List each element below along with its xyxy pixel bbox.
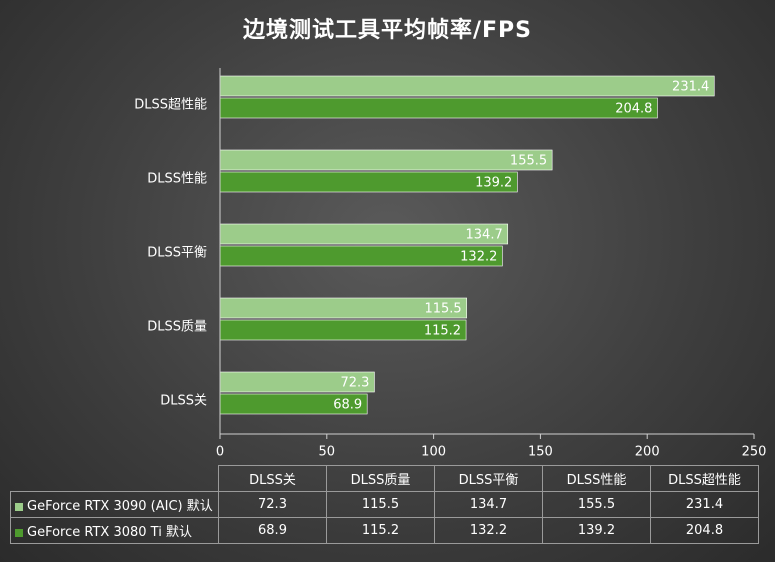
category-label: DLSS关 [160, 394, 207, 409]
table-header-cell: DLSS平衡 [434, 465, 543, 492]
data-label: 115.5 [424, 302, 461, 317]
x-tick-label: 100 [421, 445, 446, 460]
data-label: 115.2 [424, 324, 461, 339]
data-label: 204.8 [615, 102, 652, 117]
table-row: GeForce RTX 3090 (AIC) 默认 72.3 115.5 134… [10, 491, 759, 518]
data-label: 72.3 [340, 376, 369, 391]
data-label: 132.2 [460, 250, 497, 265]
category-label: DLSS平衡 [147, 246, 207, 261]
bar-series1 [219, 97, 658, 119]
table-cell: 72.3 [218, 491, 327, 518]
x-tick-label: 200 [635, 445, 660, 460]
bar-series0 [219, 75, 715, 97]
category-label: DLSS超性能 [134, 98, 207, 113]
category-label: DLSS质量 [147, 320, 207, 335]
bar-series1 [219, 171, 518, 193]
x-tick-label: 0 [216, 445, 224, 460]
legend-label: GeForce RTX 3080 Ti 默认 [27, 525, 192, 540]
bar-series0 [219, 149, 553, 171]
data-label: 139.2 [475, 176, 512, 191]
data-label: 68.9 [333, 398, 362, 413]
chart-title: 边境测试工具平均帧率/FPS [242, 18, 533, 43]
bar-chart: DLSS超性能 231.4 204.8 DLSS性能 155.5 139.2 DLSS平衡 1… [134, 68, 767, 460]
table-cell: 155.5 [542, 491, 651, 518]
table-header-cell: DLSS性能 [542, 465, 651, 492]
x-tick-label: 150 [528, 445, 553, 460]
category-label: DLSS性能 [147, 172, 207, 187]
legend-entry-rtx3080ti: GeForce RTX 3080 Ti 默认 [10, 517, 219, 544]
table-cell: 115.2 [326, 517, 435, 544]
table-cell: 68.9 [218, 517, 327, 544]
table-header-cell: DLSS关 [218, 465, 327, 492]
data-label: 231.4 [672, 80, 709, 95]
table-row: GeForce RTX 3080 Ti 默认 68.9 115.2 132.2 … [10, 517, 759, 544]
table-cell: 139.2 [542, 517, 651, 544]
table-header-cell: DLSS质量 [326, 465, 435, 492]
legend-swatch [15, 528, 23, 537]
data-table: DLSS关 DLSS质量 DLSS平衡 DLSS性能 DLSS超性能 GeFor… [10, 465, 759, 544]
table-header-row: DLSS关 DLSS质量 DLSS平衡 DLSS性能 DLSS超性能 [11, 465, 759, 492]
legend-swatch [15, 502, 23, 511]
x-tick-label: 50 [319, 445, 336, 460]
data-label: 134.7 [466, 228, 503, 243]
data-label: 155.5 [510, 154, 547, 169]
legend-entry-rtx3090: GeForce RTX 3090 (AIC) 默认 [10, 491, 219, 518]
table-cell: 231.4 [650, 491, 759, 518]
table-corner [11, 466, 219, 492]
table-cell: 132.2 [434, 517, 543, 544]
table-cell: 115.5 [326, 491, 435, 518]
x-tick-label: 250 [742, 445, 767, 460]
legend-label: GeForce RTX 3090 (AIC) 默认 [27, 499, 213, 514]
table-cell: 204.8 [650, 517, 759, 544]
table-cell: 134.7 [434, 491, 543, 518]
table-header-cell: DLSS超性能 [650, 465, 759, 492]
